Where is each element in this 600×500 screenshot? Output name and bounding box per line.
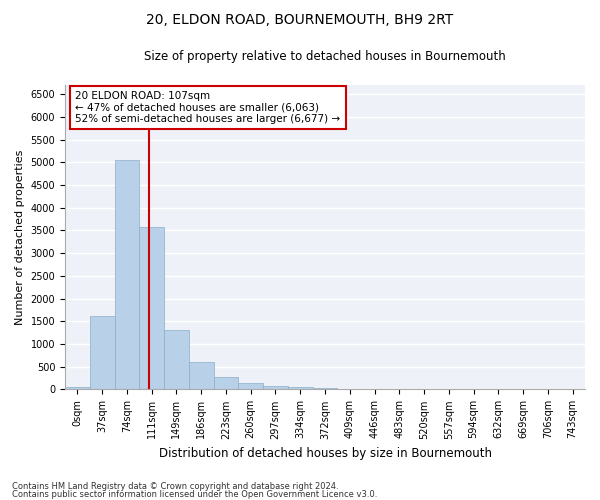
Bar (288, 387, 313, 390)
Y-axis label: Number of detached properties: Number of detached properties (15, 150, 25, 325)
Bar (139, 227, 164, 390)
X-axis label: Distribution of detached houses by size in Bournemouth: Distribution of detached houses by size … (158, 447, 491, 460)
Bar (263, 386, 288, 390)
Bar (164, 330, 189, 390)
Bar (115, 160, 139, 390)
Bar (65, 387, 90, 390)
Text: Contains HM Land Registry data © Crown copyright and database right 2024.: Contains HM Land Registry data © Crown c… (12, 482, 338, 491)
Text: Contains public sector information licensed under the Open Government Licence v3: Contains public sector information licen… (12, 490, 377, 499)
Bar (214, 377, 238, 390)
Title: Size of property relative to detached houses in Bournemouth: Size of property relative to detached ho… (144, 50, 506, 63)
Bar (90, 316, 115, 390)
Bar (189, 362, 214, 390)
Text: 20 ELDON ROAD: 107sqm
← 47% of detached houses are smaller (6,063)
52% of semi-d: 20 ELDON ROAD: 107sqm ← 47% of detached … (76, 91, 341, 124)
Bar (313, 388, 337, 390)
Bar (238, 384, 263, 390)
Text: 20, ELDON ROAD, BOURNEMOUTH, BH9 2RT: 20, ELDON ROAD, BOURNEMOUTH, BH9 2RT (146, 12, 454, 26)
